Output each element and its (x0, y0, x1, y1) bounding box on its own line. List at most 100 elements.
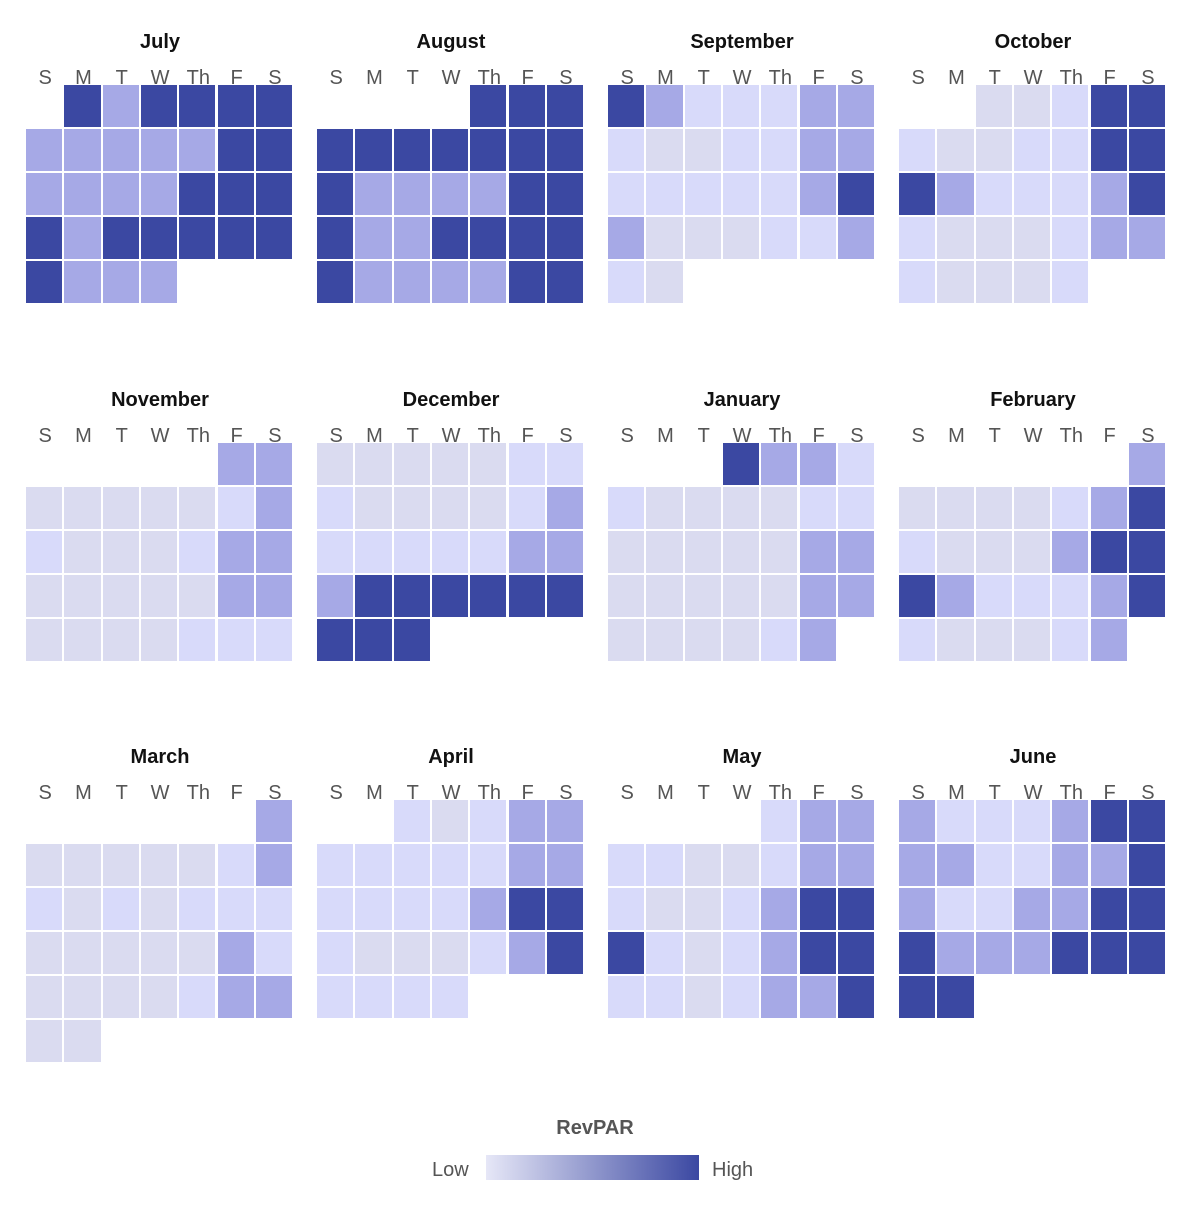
weekday-label: S (38, 782, 52, 804)
day-cell (355, 217, 392, 259)
day-cell (431, 800, 469, 842)
day-cell (140, 129, 178, 171)
day-cell (837, 487, 875, 529)
weekday-label: S (620, 67, 634, 89)
day-cell (1013, 261, 1051, 303)
weekday-label: Th (186, 782, 210, 804)
day-cell (470, 531, 507, 573)
day-cell (975, 800, 1012, 842)
day-cell (470, 844, 507, 886)
day-cell (1090, 932, 1127, 974)
day-cell (508, 261, 545, 303)
day-cell (761, 976, 798, 1018)
weekday-label: T (406, 782, 419, 804)
day-cell (761, 443, 798, 485)
day-cell (508, 443, 545, 485)
day-cell (508, 85, 545, 127)
day-cell (761, 173, 798, 215)
day-cell (608, 487, 645, 529)
day-cell (608, 976, 645, 1018)
day-cell (64, 85, 101, 127)
day-cell (761, 932, 798, 974)
day-cell (1128, 888, 1166, 930)
day-cell (431, 531, 469, 573)
day-cell (799, 619, 836, 661)
day-cell (761, 619, 798, 661)
weekday-label: F (812, 67, 825, 89)
day-cell (1128, 487, 1166, 529)
day-cell (140, 173, 178, 215)
day-cell (608, 173, 645, 215)
day-cell (140, 575, 178, 617)
weekday-label: T (697, 782, 710, 804)
day-cell (546, 173, 584, 215)
weekday-label: W (732, 782, 752, 804)
day-cell (317, 261, 354, 303)
day-cell (722, 932, 760, 974)
day-cell (179, 932, 216, 974)
day-cell (1052, 575, 1089, 617)
day-cell (546, 129, 584, 171)
day-cell (646, 85, 683, 127)
day-cell (179, 531, 216, 573)
day-cell (255, 888, 293, 930)
weekday-label: F (812, 782, 825, 804)
day-cell (937, 844, 974, 886)
weekday-label: W (732, 67, 752, 89)
day-cell (217, 888, 254, 930)
day-cell (684, 129, 721, 171)
weekday-label: M (366, 67, 383, 89)
day-cell (899, 217, 936, 259)
day-cell (646, 844, 683, 886)
weekday-label: M (948, 425, 965, 447)
day-cell (1128, 575, 1166, 617)
day-cell (937, 487, 974, 529)
day-cell (684, 575, 721, 617)
day-cell (140, 619, 178, 661)
day-cell (646, 575, 683, 617)
day-cell (393, 531, 430, 573)
weekday-label: S (329, 782, 343, 804)
weekday-label: W (732, 425, 752, 447)
day-cell (684, 487, 721, 529)
day-cell (255, 487, 293, 529)
day-cell (1128, 443, 1166, 485)
month-title: February (990, 389, 1076, 411)
day-cell (255, 173, 293, 215)
weekday-label: S (38, 67, 52, 89)
day-cell (217, 932, 254, 974)
day-cell (899, 932, 936, 974)
day-cell (255, 85, 293, 127)
day-cell (102, 844, 139, 886)
day-cell (355, 888, 392, 930)
day-cell (470, 261, 507, 303)
day-cell (1013, 888, 1051, 930)
day-cell (1013, 129, 1051, 171)
day-cell (393, 173, 430, 215)
day-cell (64, 888, 101, 930)
day-cell (684, 217, 721, 259)
day-cell (761, 217, 798, 259)
weekday-label: T (115, 782, 128, 804)
day-cell (26, 487, 63, 529)
day-cell (684, 619, 721, 661)
day-cell (975, 85, 1012, 127)
day-cell (799, 888, 836, 930)
day-cell (937, 575, 974, 617)
day-cell (26, 173, 63, 215)
day-cell (317, 217, 354, 259)
day-cell (937, 800, 974, 842)
day-cell (722, 217, 760, 259)
day-cell (722, 85, 760, 127)
month-title: April (428, 746, 474, 768)
day-cell (799, 487, 836, 529)
day-cell (761, 844, 798, 886)
day-cell (102, 575, 139, 617)
day-cell (64, 932, 101, 974)
day-cell (255, 129, 293, 171)
day-cell (355, 173, 392, 215)
day-cell (975, 531, 1012, 573)
day-cell (64, 531, 101, 573)
day-cell (646, 129, 683, 171)
weekday-label: S (268, 67, 282, 89)
